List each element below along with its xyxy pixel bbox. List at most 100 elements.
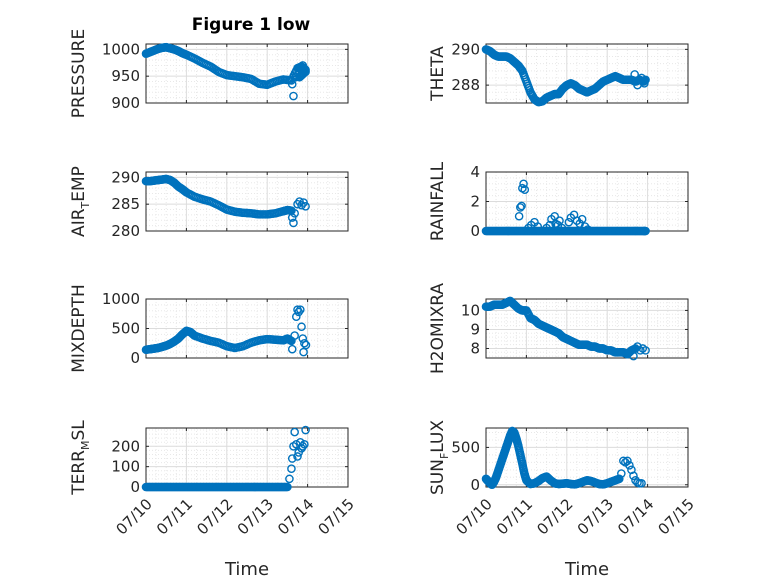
data-point <box>300 338 309 348</box>
y-tick-label: 100 <box>111 458 140 476</box>
data-point <box>636 346 645 355</box>
y-axis-label: PRESSURE <box>69 29 89 118</box>
data-point <box>297 322 306 332</box>
axes-box <box>485 427 689 488</box>
x-tick-label: 07/14 <box>614 495 657 538</box>
x-tick-label: 07/13 <box>234 495 277 538</box>
data-point <box>287 213 297 222</box>
data-point <box>533 222 543 231</box>
data-point <box>517 201 526 211</box>
data-point <box>285 474 294 484</box>
x-tick-label: 07/15 <box>315 495 358 538</box>
y-tick-label: 290 <box>111 168 140 186</box>
x-axis-label: Time <box>224 559 269 580</box>
data-point <box>301 202 310 211</box>
data-point <box>514 211 524 221</box>
y-tick-label: 290 <box>451 40 480 58</box>
y-tick-label: 0 <box>130 478 140 496</box>
data-point <box>641 346 650 355</box>
data-point <box>290 427 299 437</box>
x-axis-label: Time <box>564 559 609 580</box>
data-point <box>290 208 299 218</box>
axes-box <box>145 171 349 232</box>
data-point <box>623 456 632 466</box>
data-point <box>301 340 311 350</box>
data-point <box>641 226 650 236</box>
data-point <box>516 203 525 212</box>
data-point <box>625 461 634 470</box>
plot-area <box>146 428 348 487</box>
y-axis-label: AIRTEMP <box>69 166 92 237</box>
data-point <box>287 454 297 463</box>
data-point <box>520 185 530 194</box>
data-point <box>629 471 638 481</box>
x-tick-label: 07/12 <box>533 495 576 538</box>
data-point <box>301 425 310 435</box>
data-point <box>293 452 302 461</box>
subplot-rainfall: 0 2 4 RAINFALL <box>428 161 689 241</box>
y-tick-label: 4 <box>470 163 480 181</box>
x-tick-label: 07/11 <box>493 495 536 538</box>
data-point <box>577 214 587 224</box>
data-point <box>287 79 297 89</box>
data-point <box>564 217 574 227</box>
y-tick-label: 200 <box>111 437 140 455</box>
data-point <box>629 351 638 361</box>
y-tick-label: 1000 <box>102 40 140 58</box>
data-point <box>287 344 297 354</box>
axes-box <box>485 43 689 104</box>
data-point <box>615 474 624 484</box>
data-point <box>300 439 309 449</box>
data-point <box>298 334 308 343</box>
data-point <box>583 225 593 234</box>
y-tick-label: 0 <box>470 222 480 240</box>
y-tick-label: 280 <box>111 222 140 240</box>
y-tick-label: 2 <box>470 193 480 211</box>
data-point <box>545 220 555 230</box>
data-point <box>291 72 300 82</box>
x-tick-label: 07/13 <box>574 495 617 538</box>
data-point <box>287 464 296 473</box>
x-tick-label: 07/15 <box>655 495 698 538</box>
data-point <box>640 79 649 88</box>
y-tick-label: 500 <box>451 438 480 456</box>
x-tick-label: 07/12 <box>193 495 236 538</box>
data-point <box>289 218 298 228</box>
y-tick-label: 500 <box>111 320 140 338</box>
data-point <box>557 223 567 233</box>
y-tick-label: 10 <box>461 301 480 319</box>
y-tick-label: 1000 <box>102 290 140 308</box>
data-point <box>289 91 298 101</box>
data-point <box>301 67 310 77</box>
axes-box <box>485 298 689 359</box>
y-axis-label: MIXDEPTH <box>69 284 89 373</box>
subplot-pressure: 900 950 1000 PRESSURE <box>69 29 349 118</box>
y-tick-label: 8 <box>470 339 480 357</box>
y-axis-label: TERRMSL <box>69 420 92 496</box>
data-point <box>283 482 292 492</box>
data-point <box>617 469 626 478</box>
data-point <box>637 478 646 488</box>
y-axis-label: RAINFALL <box>428 161 448 241</box>
y-tick-label: 950 <box>111 67 140 85</box>
data-point <box>291 67 301 77</box>
data-point <box>290 331 299 340</box>
y-axis-label: SUNFLUX <box>428 420 451 495</box>
y-tick-label: 9 <box>470 320 480 338</box>
data-point <box>630 70 639 79</box>
y-tick-label: 0 <box>130 349 140 367</box>
x-tick-label: 07/10 <box>453 495 496 538</box>
data-point <box>519 179 528 189</box>
y-axis-label: THETA <box>428 46 448 102</box>
x-tick-label: 07/14 <box>274 495 317 538</box>
y-tick-label: 0 <box>470 476 480 494</box>
data-point <box>296 305 305 314</box>
axes-box <box>145 43 349 104</box>
y-tick-label: 900 <box>111 94 140 112</box>
y-tick-label: 285 <box>111 195 140 213</box>
